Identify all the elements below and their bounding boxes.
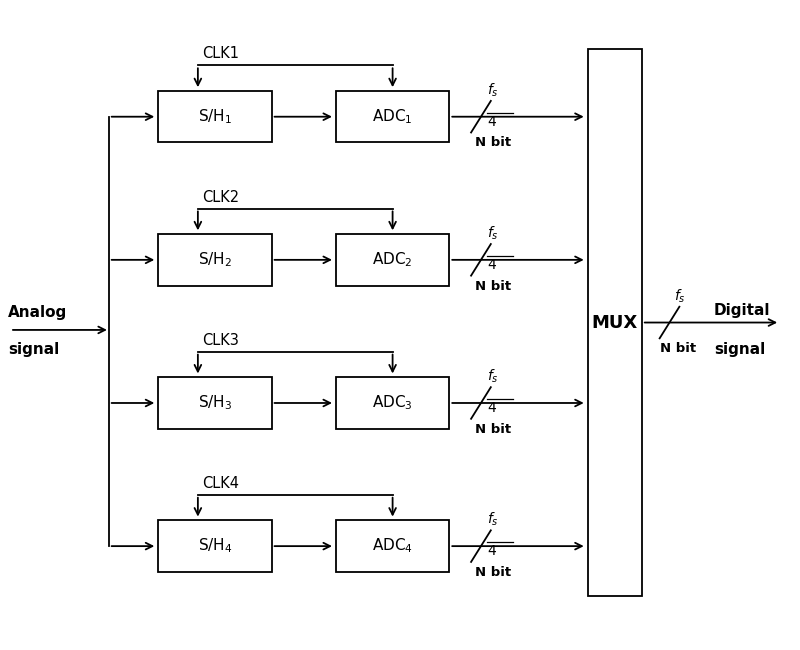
Text: Digital: Digital — [714, 303, 770, 318]
Text: $\mathregular{S/H}_{4}$: $\mathregular{S/H}_{4}$ — [198, 537, 232, 556]
Text: $\mathregular{ADC}_{4}$: $\mathregular{ADC}_{4}$ — [372, 537, 413, 556]
Bar — [336, 234, 450, 285]
Text: CLK1: CLK1 — [202, 46, 239, 61]
Text: CLK3: CLK3 — [202, 333, 238, 348]
Text: $\mathregular{S/H}_{1}$: $\mathregular{S/H}_{1}$ — [198, 107, 232, 126]
Bar — [158, 521, 272, 572]
Text: $f_s$: $f_s$ — [674, 287, 686, 305]
Text: $\mathregular{S/H}_{3}$: $\mathregular{S/H}_{3}$ — [198, 394, 232, 412]
Text: signal: signal — [714, 342, 765, 357]
Text: $\mathregular{ADC}_{3}$: $\mathregular{ADC}_{3}$ — [372, 394, 413, 412]
Bar — [336, 91, 450, 142]
Text: CLK4: CLK4 — [202, 476, 239, 491]
Text: $\mathregular{ADC}_{2}$: $\mathregular{ADC}_{2}$ — [372, 250, 413, 269]
Bar — [336, 521, 450, 572]
Text: $\mathregular{ADC}_{1}$: $\mathregular{ADC}_{1}$ — [372, 107, 413, 126]
Text: 4: 4 — [487, 401, 496, 415]
Bar — [158, 234, 272, 285]
Text: N bit: N bit — [475, 422, 511, 436]
Text: $f_s$: $f_s$ — [487, 81, 498, 99]
Bar — [158, 91, 272, 142]
Text: 4: 4 — [487, 258, 496, 272]
Text: N bit: N bit — [660, 343, 696, 356]
Text: signal: signal — [8, 342, 59, 357]
Text: Analog: Analog — [8, 305, 67, 320]
Text: N bit: N bit — [475, 136, 511, 150]
Bar — [587, 49, 642, 597]
Text: $f_s$: $f_s$ — [487, 225, 498, 242]
Bar — [158, 377, 272, 428]
Text: $f_s$: $f_s$ — [487, 368, 498, 385]
Text: $f_s$: $f_s$ — [487, 511, 498, 528]
Text: 4: 4 — [487, 115, 496, 129]
Bar — [336, 377, 450, 428]
Text: MUX: MUX — [591, 313, 638, 332]
Text: 4: 4 — [487, 544, 496, 558]
Text: $\mathregular{S/H}_{2}$: $\mathregular{S/H}_{2}$ — [198, 250, 232, 269]
Text: N bit: N bit — [475, 566, 511, 579]
Text: CLK2: CLK2 — [202, 190, 239, 205]
Text: N bit: N bit — [475, 280, 511, 292]
